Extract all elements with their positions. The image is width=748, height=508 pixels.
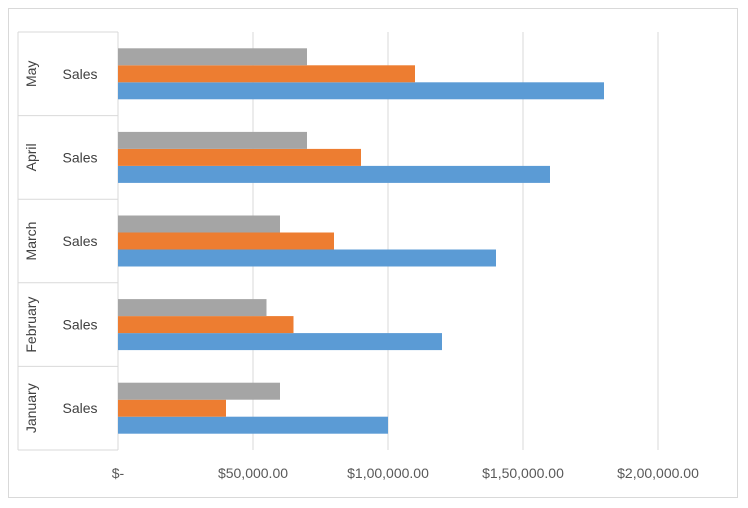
bar-april-series-3 — [118, 131, 307, 149]
category-label: Sales — [62, 149, 97, 165]
bar-may-series-3 — [118, 48, 307, 66]
category-label: Sales — [62, 66, 97, 82]
bars — [118, 48, 604, 434]
category-label: Sales — [62, 317, 97, 333]
bar-january-series-2 — [118, 399, 226, 417]
bar-april-series-1 — [118, 165, 550, 183]
x-tick-label: $50,000.00 — [218, 465, 288, 481]
category-label: Sales — [62, 233, 97, 249]
bar-february-series-1 — [118, 333, 442, 351]
bar-may-series-1 — [118, 82, 604, 100]
month-label: May — [23, 61, 39, 87]
bar-february-series-2 — [118, 316, 294, 334]
bar-march-series-3 — [118, 215, 280, 233]
bar-march-series-2 — [118, 232, 334, 250]
x-tick-label: $1,00,000.00 — [347, 465, 429, 481]
x-tick-label: $- — [112, 465, 125, 481]
month-label: March — [23, 222, 39, 261]
bar-february-series-3 — [118, 299, 267, 317]
x-tick-label: $1,50,000.00 — [482, 465, 564, 481]
bar-january-series-1 — [118, 416, 388, 434]
month-label: April — [23, 143, 39, 171]
bar-april-series-2 — [118, 148, 361, 166]
bar-may-series-2 — [118, 65, 415, 83]
category-label: Sales — [62, 400, 97, 416]
month-label: January — [23, 383, 39, 433]
x-tick-label: $2,00,000.00 — [617, 465, 699, 481]
month-label: February — [23, 297, 39, 353]
bar-january-series-3 — [118, 382, 280, 400]
labels: $- $50,000.00 $1,00,000.00 $1,50,000.00 $2,0… — [23, 61, 699, 481]
bar-march-series-1 — [118, 249, 496, 267]
